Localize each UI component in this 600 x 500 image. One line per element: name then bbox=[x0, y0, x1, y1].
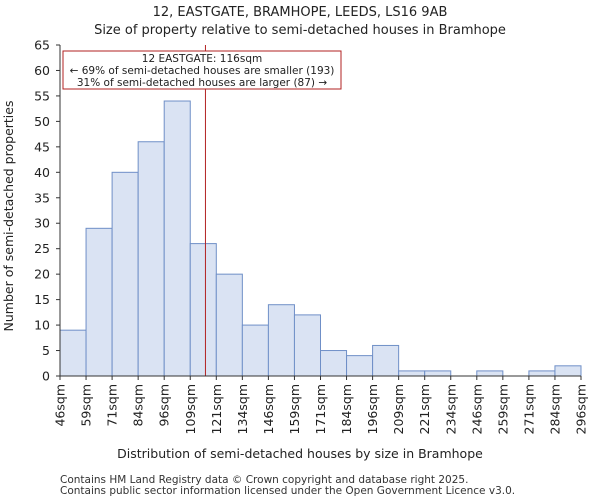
bar-184sqm bbox=[346, 355, 374, 377]
x-tick-label: 121sqm bbox=[209, 384, 224, 434]
chart-title-line2: Size of property relative to semi-detach… bbox=[94, 23, 506, 38]
bar-59sqm bbox=[85, 227, 113, 377]
x-tick-label: 171sqm bbox=[313, 384, 328, 434]
bar-246sqm bbox=[476, 370, 504, 377]
x-tick-label: 184sqm bbox=[339, 384, 354, 434]
bar-146sqm bbox=[267, 304, 295, 377]
x-tick-label: 284sqm bbox=[547, 384, 562, 434]
x-tick-label: 296sqm bbox=[574, 384, 589, 434]
bar-196sqm bbox=[372, 344, 400, 377]
bar-209sqm bbox=[398, 370, 426, 377]
bars-group bbox=[59, 100, 582, 377]
x-tick-label: 196sqm bbox=[365, 384, 380, 434]
y-tick-label: 20 bbox=[34, 267, 50, 282]
annotation-line1: 12 EASTGATE: 116sqm bbox=[142, 53, 262, 65]
y-tick-label: 55 bbox=[34, 88, 50, 103]
y-tick-label: 25 bbox=[34, 241, 50, 256]
x-tick-label: 59sqm bbox=[79, 384, 94, 427]
annotation-box: 12 EASTGATE: 116sqm ← 69% of semi-detach… bbox=[62, 50, 342, 90]
x-tick-label: 71sqm bbox=[105, 384, 120, 427]
x-tick-label: 234sqm bbox=[443, 384, 458, 434]
bar-221sqm bbox=[424, 370, 452, 377]
x-tick-label: 246sqm bbox=[469, 384, 484, 434]
bar-134sqm bbox=[241, 324, 269, 377]
y-tick-label: 35 bbox=[34, 190, 50, 205]
x-tick-label: 146sqm bbox=[261, 384, 276, 434]
x-tick-label: 46sqm bbox=[53, 384, 68, 427]
x-tick-label: 221sqm bbox=[417, 384, 432, 434]
x-tick-label: 109sqm bbox=[183, 384, 198, 434]
x-tick-label: 209sqm bbox=[391, 384, 406, 434]
y-tick-label: 15 bbox=[34, 292, 50, 307]
y-tick-label: 60 bbox=[34, 63, 50, 78]
x-axis-ticks: 46sqm 59sqm 71sqm 84sqm 96sqm 109sqm 121sqm 134… bbox=[53, 376, 589, 434]
bar-284sqm bbox=[554, 365, 582, 377]
y-tick-label: 50 bbox=[34, 114, 50, 129]
bar-159sqm bbox=[293, 314, 322, 377]
chart-title-line1: 12, EASTGATE, BRAMHOPE, LEEDS, LS16 9AB bbox=[153, 5, 448, 20]
bar-46sqm bbox=[59, 329, 87, 377]
annotation-line3: 31% of semi-detached houses are larger (… bbox=[77, 77, 328, 89]
y-tick-label: 30 bbox=[34, 216, 50, 231]
y-tick-label: 40 bbox=[34, 165, 50, 180]
y-axis-label: Number of semi-detached properties bbox=[1, 101, 16, 332]
y-tick-label: 65 bbox=[34, 38, 50, 53]
x-tick-label: 84sqm bbox=[131, 384, 146, 427]
annotation-frame bbox=[62, 50, 342, 90]
bar-171sqm bbox=[320, 350, 348, 377]
bar-121sqm bbox=[215, 273, 243, 377]
y-axis-ticks: 0 5 10 15 20 25 30 35 40 45 50 55 60 65 bbox=[34, 38, 60, 384]
bar-109sqm bbox=[189, 243, 217, 377]
footer-line1: Contains HM Land Registry data © Crown c… bbox=[60, 474, 468, 486]
footer-line2: Contains public sector information licen… bbox=[60, 485, 515, 497]
y-tick-label: 10 bbox=[34, 318, 50, 333]
x-tick-label: 259sqm bbox=[495, 384, 510, 434]
y-tick-label: 5 bbox=[42, 343, 50, 358]
bar-271sqm bbox=[528, 370, 556, 377]
bar-71sqm bbox=[111, 171, 139, 377]
bar-84sqm bbox=[137, 141, 165, 377]
annotation-line2: ← 69% of semi-detached houses are smalle… bbox=[70, 65, 335, 77]
x-axis-label: Distribution of semi-detached houses by … bbox=[117, 446, 483, 461]
x-tick-label: 134sqm bbox=[235, 384, 250, 434]
y-tick-label: 0 bbox=[42, 369, 50, 384]
y-tick-label: 45 bbox=[34, 139, 50, 154]
x-tick-label: 96sqm bbox=[157, 384, 172, 427]
bar-96sqm bbox=[163, 100, 191, 377]
x-tick-label: 271sqm bbox=[521, 384, 536, 434]
x-tick-label: 159sqm bbox=[287, 384, 302, 434]
